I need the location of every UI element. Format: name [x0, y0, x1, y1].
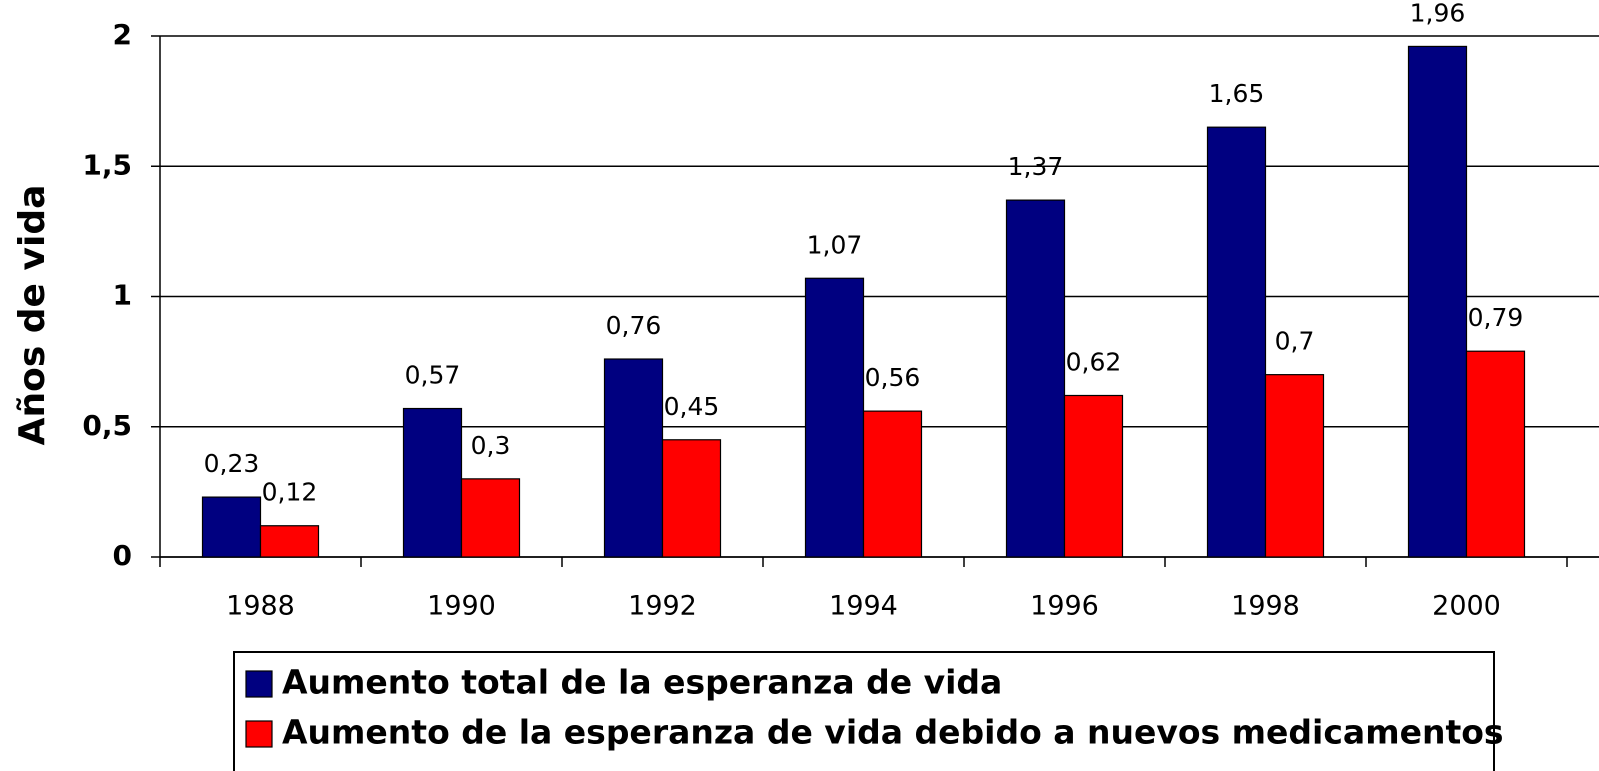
x-tick-label: 1996 — [1030, 591, 1099, 622]
legend-label: Aumento total de la esperanza de vida — [282, 663, 1002, 702]
x-tick-label: 1992 — [628, 591, 697, 622]
y-tick-label: 2 — [113, 18, 132, 51]
value-label: 0,56 — [865, 363, 921, 392]
bar — [804, 277, 865, 558]
value-label: 0,57 — [405, 361, 461, 390]
value-label: 1,96 — [1410, 0, 1466, 27]
bar — [1063, 394, 1124, 558]
value-label: 1,65 — [1209, 79, 1265, 108]
legend-swatch — [245, 720, 273, 748]
value-label: 0,62 — [1066, 347, 1122, 376]
bar — [1264, 374, 1325, 558]
bar — [603, 358, 664, 558]
bar — [259, 525, 320, 558]
legend-label: Aumento de la esperanza de vida debido a… — [282, 713, 1504, 752]
bar — [1407, 45, 1468, 558]
legend-swatch — [245, 670, 273, 698]
y-tick-label: 1 — [113, 279, 132, 312]
y-tick-label: 1,5 — [82, 148, 132, 181]
value-label: 0,79 — [1468, 303, 1524, 332]
value-label: 0,7 — [1275, 327, 1315, 356]
x-tick-label: 1990 — [427, 591, 496, 622]
bar — [201, 496, 262, 558]
bar — [460, 478, 521, 558]
value-label: 0,12 — [262, 478, 318, 507]
bar — [402, 407, 463, 558]
bar — [661, 439, 722, 558]
bar — [862, 410, 923, 558]
x-tick-label: 1988 — [226, 591, 295, 622]
value-label: 0,76 — [606, 311, 662, 340]
x-tick-label: 2000 — [1432, 591, 1501, 622]
y-tick-label: 0 — [113, 539, 132, 572]
bar — [1206, 126, 1267, 558]
value-label: 1,37 — [1008, 152, 1064, 181]
x-tick-label: 1994 — [829, 591, 898, 622]
value-label: 0,45 — [664, 392, 720, 421]
bar — [1005, 199, 1066, 558]
y-axis-title: Años de vida — [12, 185, 53, 446]
y-tick-label: 0,5 — [82, 409, 132, 442]
value-label: 0,23 — [204, 449, 260, 478]
x-tick-label: 1998 — [1231, 591, 1300, 622]
bar — [1465, 350, 1526, 558]
value-label: 0,3 — [471, 431, 511, 460]
value-label: 1,07 — [807, 230, 863, 259]
legend-box — [233, 651, 1495, 771]
